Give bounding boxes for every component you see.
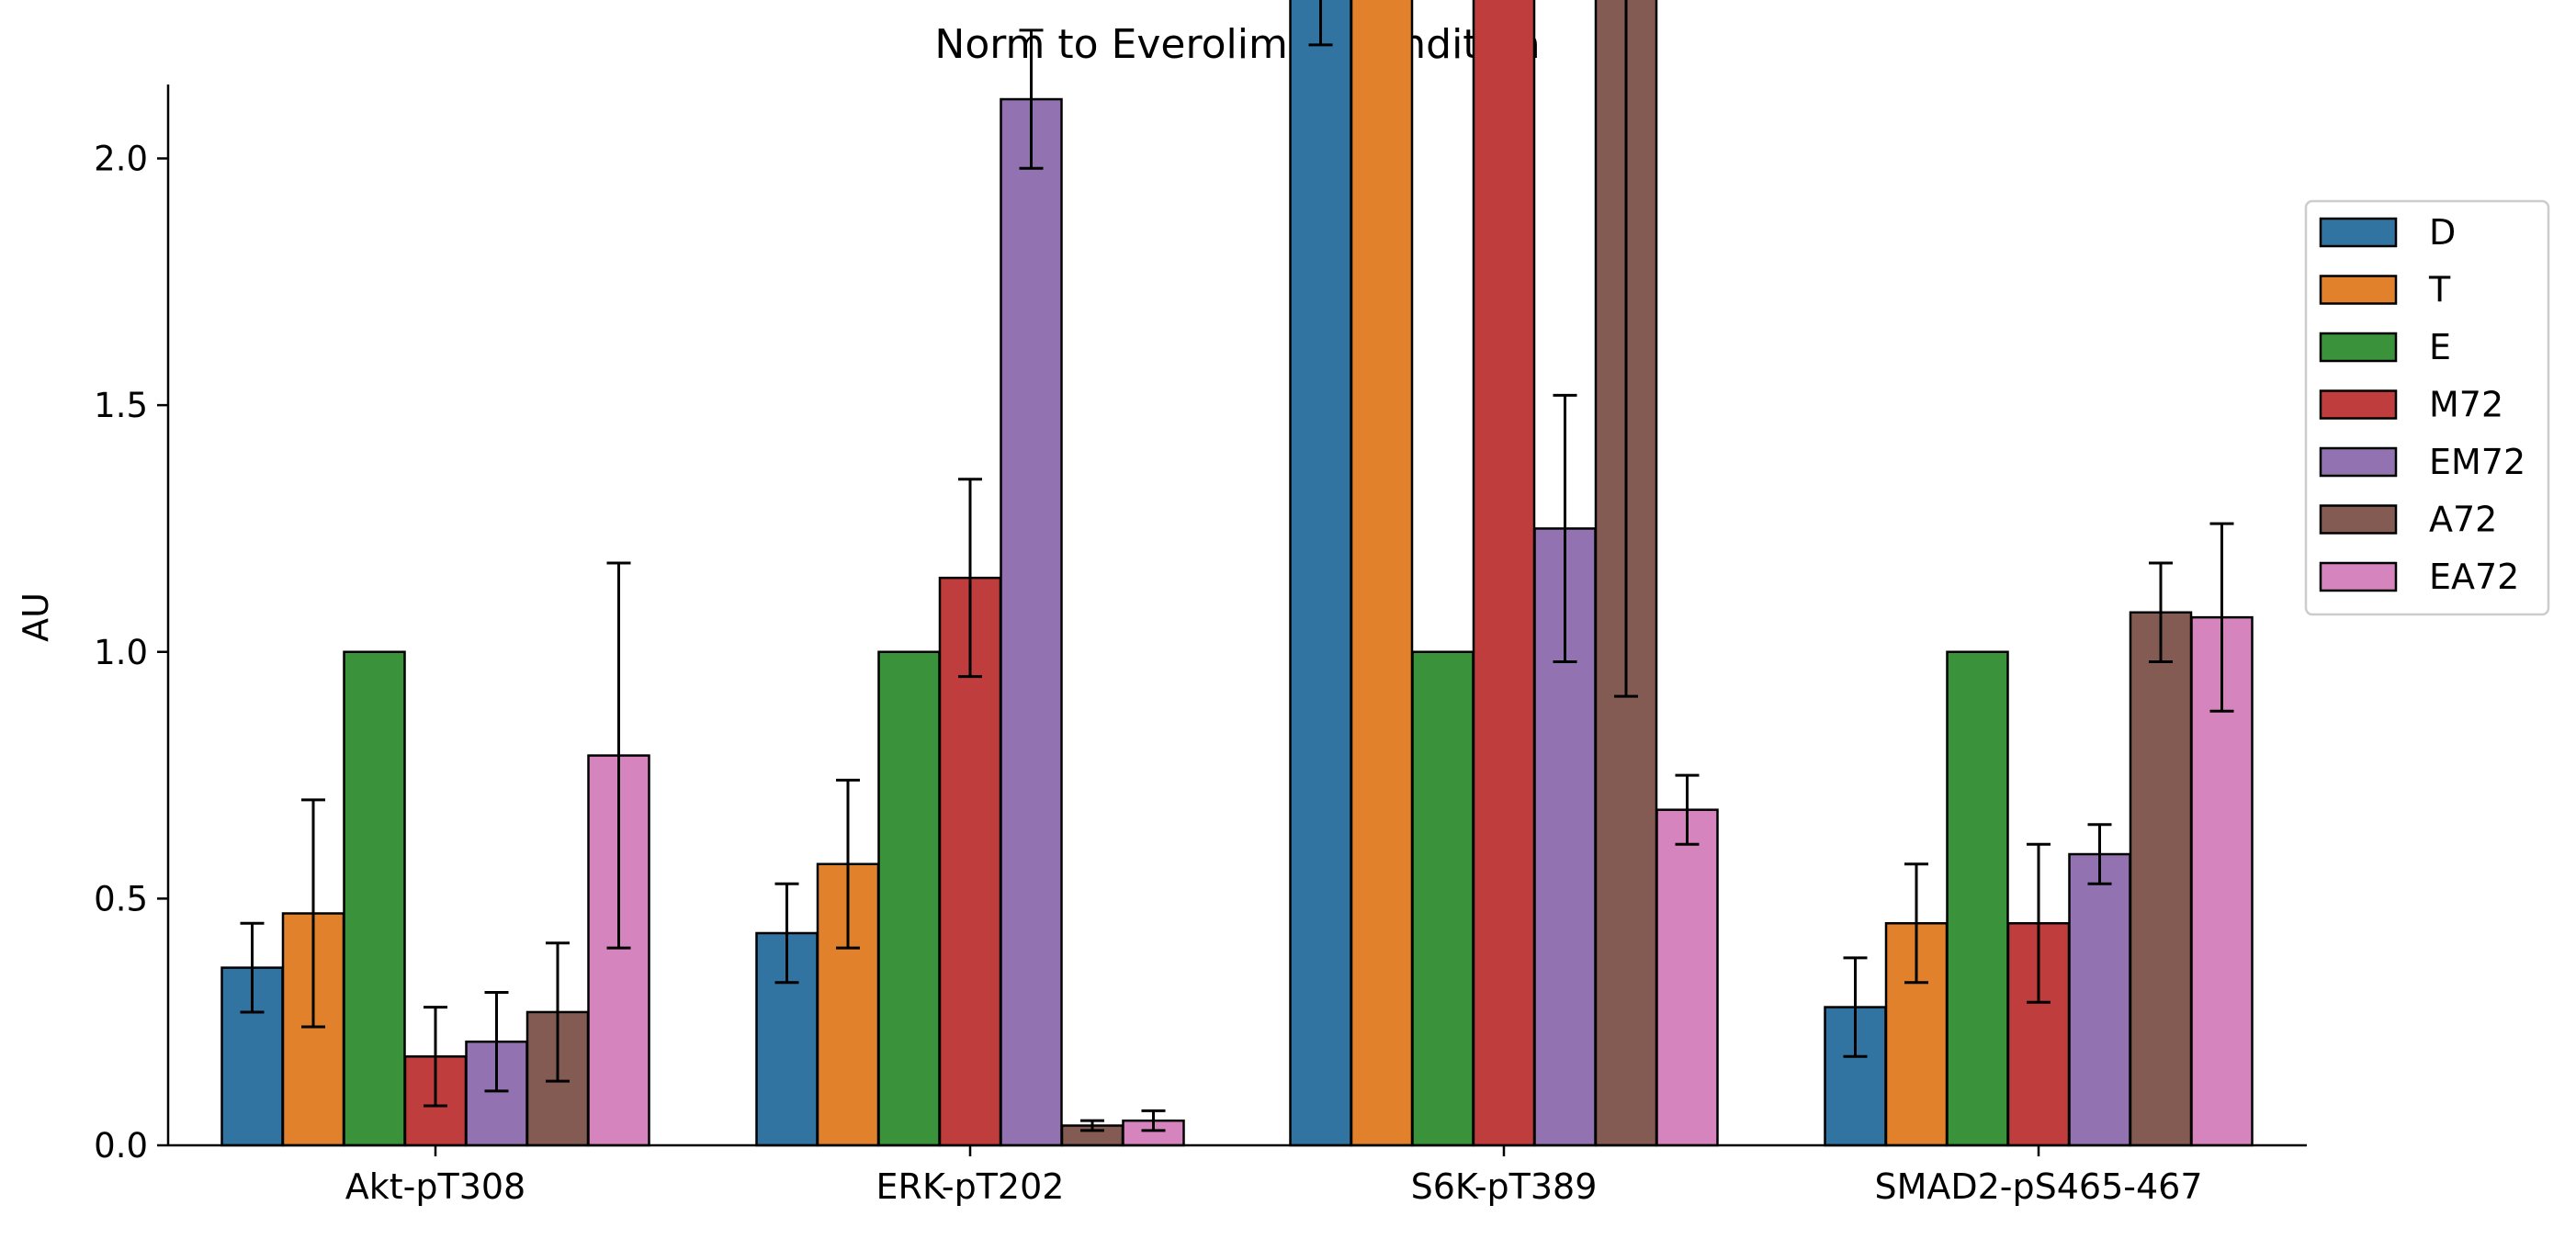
legend-item-m72: M72 bbox=[2319, 385, 2503, 425]
bar-m72-s6k-pt389 bbox=[1472, 0, 1536, 1147]
legend-item-d: D bbox=[2319, 212, 2456, 253]
error-bar-m72-smad2-ps465-467 bbox=[2027, 842, 2051, 1004]
error-bar-t-erk-pt202 bbox=[836, 778, 860, 950]
bar-e-erk-pt202 bbox=[877, 650, 941, 1147]
error-bar-a72-akt-pt308 bbox=[546, 941, 570, 1083]
error-bar-ea72-smad2-ps465-467 bbox=[2209, 522, 2234, 713]
legend-swatch bbox=[2319, 561, 2398, 592]
series-d bbox=[220, 0, 1887, 1147]
bar-e-akt-pt308 bbox=[343, 650, 406, 1147]
error-bar-m72-erk-pt202 bbox=[958, 478, 982, 679]
y-axis-label: AU bbox=[16, 592, 56, 642]
bar-a72-smad2-ps465-467 bbox=[2129, 611, 2193, 1147]
series-em72 bbox=[465, 28, 2131, 1147]
bar-ea72-s6k-pt389 bbox=[1655, 808, 1719, 1147]
legend-label: T bbox=[2428, 270, 2451, 310]
legend-swatch bbox=[2319, 389, 2398, 420]
bar-t-s6k-pt389 bbox=[1350, 0, 1414, 1147]
error-bar-t-akt-pt308 bbox=[301, 798, 325, 1029]
error-bar-ea72-akt-pt308 bbox=[606, 561, 631, 950]
error-bar-d-s6k-pt389 bbox=[1308, 0, 1333, 47]
legend-item-t: T bbox=[2319, 270, 2451, 310]
legend-label: EA72 bbox=[2429, 557, 2519, 597]
legend-swatch bbox=[2319, 504, 2398, 535]
error-bar-a72-erk-pt202 bbox=[1080, 1119, 1104, 1132]
error-bar-em72-smad2-ps465-467 bbox=[2087, 823, 2112, 885]
error-bar-ea72-erk-pt202 bbox=[1141, 1109, 1166, 1132]
error-bar-d-erk-pt202 bbox=[774, 882, 799, 985]
legend-item-ea72: EA72 bbox=[2319, 557, 2519, 597]
series-ea72 bbox=[587, 522, 2254, 1147]
bar-e-s6k-pt389 bbox=[1411, 650, 1474, 1147]
y-tick-label: 1.5 bbox=[94, 386, 148, 425]
legend-item-e: E bbox=[2319, 327, 2451, 367]
error-bar-em72-akt-pt308 bbox=[484, 990, 509, 1093]
chart-title: Norm to Everolimus Condition bbox=[934, 21, 1540, 68]
error-bar-m72-akt-pt308 bbox=[424, 1006, 447, 1108]
legend-swatch bbox=[2319, 332, 2398, 363]
series-m72 bbox=[403, 0, 2071, 1147]
legend-swatch bbox=[2319, 446, 2398, 478]
series-e bbox=[343, 650, 2009, 1147]
error-bar-d-smad2-ps465-467 bbox=[1843, 956, 1868, 1058]
y-tick-label: 0.5 bbox=[94, 879, 148, 918]
plot-area: 0.00.51.01.52.02.53.03.54.0Akt-pT308ERK-… bbox=[94, 0, 2307, 1207]
legend-label: M72 bbox=[2429, 385, 2503, 425]
legend-label: E bbox=[2429, 327, 2451, 367]
y-tick-label: 1.0 bbox=[94, 633, 148, 672]
x-tick-label: SMAD2-pS465-467 bbox=[1874, 1166, 2202, 1207]
legend-item-em72: EM72 bbox=[2319, 442, 2525, 482]
y-tick-label: 2.0 bbox=[94, 140, 148, 179]
error-bar-ea72-s6k-pt389 bbox=[1675, 773, 1700, 846]
legend-item-a72: A72 bbox=[2319, 500, 2497, 540]
legend-label: EM72 bbox=[2429, 442, 2525, 482]
legend-swatch bbox=[2319, 217, 2398, 248]
bar-e-smad2-ps465-467 bbox=[1946, 650, 2009, 1147]
bar-em72-erk-pt202 bbox=[1000, 97, 1063, 1147]
legend-label: D bbox=[2429, 212, 2456, 253]
bar-em72-smad2-ps465-467 bbox=[2068, 852, 2131, 1147]
series-a72 bbox=[525, 0, 2193, 1147]
error-bar-a72-smad2-ps465-467 bbox=[2149, 561, 2173, 663]
y-tick-label: 0.0 bbox=[94, 1126, 148, 1166]
error-bar-t-smad2-ps465-467 bbox=[1904, 862, 1928, 985]
error-bar-em72-s6k-pt389 bbox=[1553, 393, 1577, 663]
x-tick-label: S6K-pT389 bbox=[1411, 1166, 1598, 1207]
bar-d-s6k-pt389 bbox=[1289, 0, 1352, 1147]
x-tick-label: ERK-pT202 bbox=[876, 1166, 1065, 1207]
legend-swatch bbox=[2319, 275, 2398, 305]
error-bar-d-akt-pt308 bbox=[240, 921, 265, 1014]
legend-label: A72 bbox=[2429, 500, 2497, 540]
error-bar-em72-erk-pt202 bbox=[1019, 28, 1044, 170]
x-tick-label: Akt-pT308 bbox=[345, 1166, 525, 1207]
error-bar-a72-s6k-pt389 bbox=[1614, 0, 1638, 698]
